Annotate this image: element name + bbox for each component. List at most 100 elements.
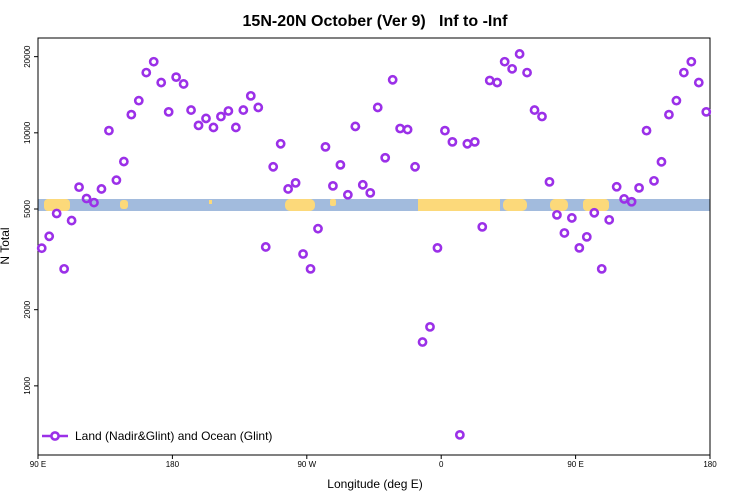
y-tick-label: 1000 <box>23 376 32 394</box>
data-point <box>238 105 249 115</box>
land-patch <box>285 199 315 211</box>
data-point <box>178 79 189 89</box>
data-point <box>522 67 532 78</box>
data-point <box>320 141 331 152</box>
data-point <box>492 77 503 88</box>
data-point <box>126 109 137 120</box>
data-point <box>66 215 77 226</box>
data-point <box>104 125 114 136</box>
y-tick-label: 20000 <box>23 45 32 68</box>
data-point <box>611 181 622 192</box>
data-point <box>537 111 547 122</box>
data-point <box>74 182 84 193</box>
data-point <box>36 243 47 254</box>
data-point <box>141 67 152 78</box>
data-point <box>44 231 55 242</box>
land-patch <box>120 200 128 209</box>
data-point <box>111 175 122 186</box>
data-point <box>290 178 301 188</box>
legend: Land (Nadir&Glint) and Ocean (Glint) <box>42 429 272 443</box>
data-point <box>201 113 211 124</box>
data-point <box>484 75 495 86</box>
land-patch <box>44 199 70 211</box>
data-point <box>328 180 338 191</box>
data-point <box>230 122 241 133</box>
data-point <box>156 77 167 88</box>
land-patch <box>503 199 527 211</box>
data-point <box>634 182 644 193</box>
data-point <box>499 56 510 67</box>
data-point <box>283 184 294 194</box>
data-point <box>118 156 129 167</box>
data-point <box>357 179 368 190</box>
data-point <box>417 337 428 347</box>
data-point <box>626 196 637 207</box>
land-patch <box>209 200 212 204</box>
data-point <box>298 249 308 259</box>
data-point <box>260 242 271 252</box>
data-point <box>148 56 159 67</box>
data-point <box>604 214 615 225</box>
data-point <box>469 136 480 147</box>
data-point <box>649 175 659 186</box>
data-point <box>462 138 473 149</box>
data-point <box>544 176 555 187</box>
data-point <box>268 161 279 172</box>
data-point <box>51 208 62 219</box>
data-point <box>447 136 458 147</box>
x-tick-label: 0 <box>439 460 444 469</box>
data-point <box>693 77 704 88</box>
data-point <box>305 263 316 274</box>
data-point <box>678 67 689 78</box>
data-point <box>440 125 450 136</box>
data-point <box>96 184 107 194</box>
data-point <box>701 106 712 117</box>
x-axis-label: Longitude (deg E) <box>327 477 422 491</box>
ocean-band <box>38 199 710 211</box>
chart-title: 15N-20N October (Ver 9) Inf to -Inf <box>243 13 509 30</box>
y-axis-label: N Total <box>0 227 12 264</box>
data-point <box>275 138 286 149</box>
land-patch <box>583 199 609 211</box>
x-tick-label: 90 E <box>567 460 583 469</box>
data-point <box>89 197 99 208</box>
data-point <box>163 106 174 117</box>
data-point <box>335 159 346 170</box>
data-point <box>380 152 391 163</box>
data-point <box>671 95 682 106</box>
land-patch <box>330 199 336 206</box>
data-point <box>477 221 488 232</box>
land-patch <box>550 199 568 211</box>
x-tick-label: 180 <box>166 460 180 469</box>
x-tick-label: 180 <box>703 460 717 469</box>
data-point <box>559 228 570 238</box>
data-point <box>656 156 667 167</box>
data-point <box>223 106 234 116</box>
legend-label: Land (Nadir&Glint) and Ocean (Glint) <box>75 429 272 443</box>
data-point <box>402 124 413 135</box>
data-point <box>313 223 323 234</box>
data-point <box>253 102 264 113</box>
data-point <box>387 74 398 85</box>
data-point <box>454 429 465 440</box>
data-point <box>410 161 420 172</box>
legend-marker <box>50 431 60 441</box>
data-point <box>566 213 577 223</box>
data-point <box>395 123 406 134</box>
data-point <box>372 102 383 113</box>
data-point <box>350 121 361 132</box>
plot-frame <box>37 37 711 456</box>
data-point <box>581 231 592 242</box>
data-point <box>574 242 585 253</box>
data-point <box>664 109 674 120</box>
land-ocean-band <box>38 199 710 211</box>
data-point <box>425 321 435 332</box>
data-point <box>245 90 256 101</box>
data-point <box>529 105 540 115</box>
data-point <box>208 122 219 133</box>
data-point <box>514 49 525 59</box>
y-tick-label: 5000 <box>23 200 32 218</box>
data-point <box>81 193 92 204</box>
y-tick-label: 2000 <box>23 300 32 318</box>
